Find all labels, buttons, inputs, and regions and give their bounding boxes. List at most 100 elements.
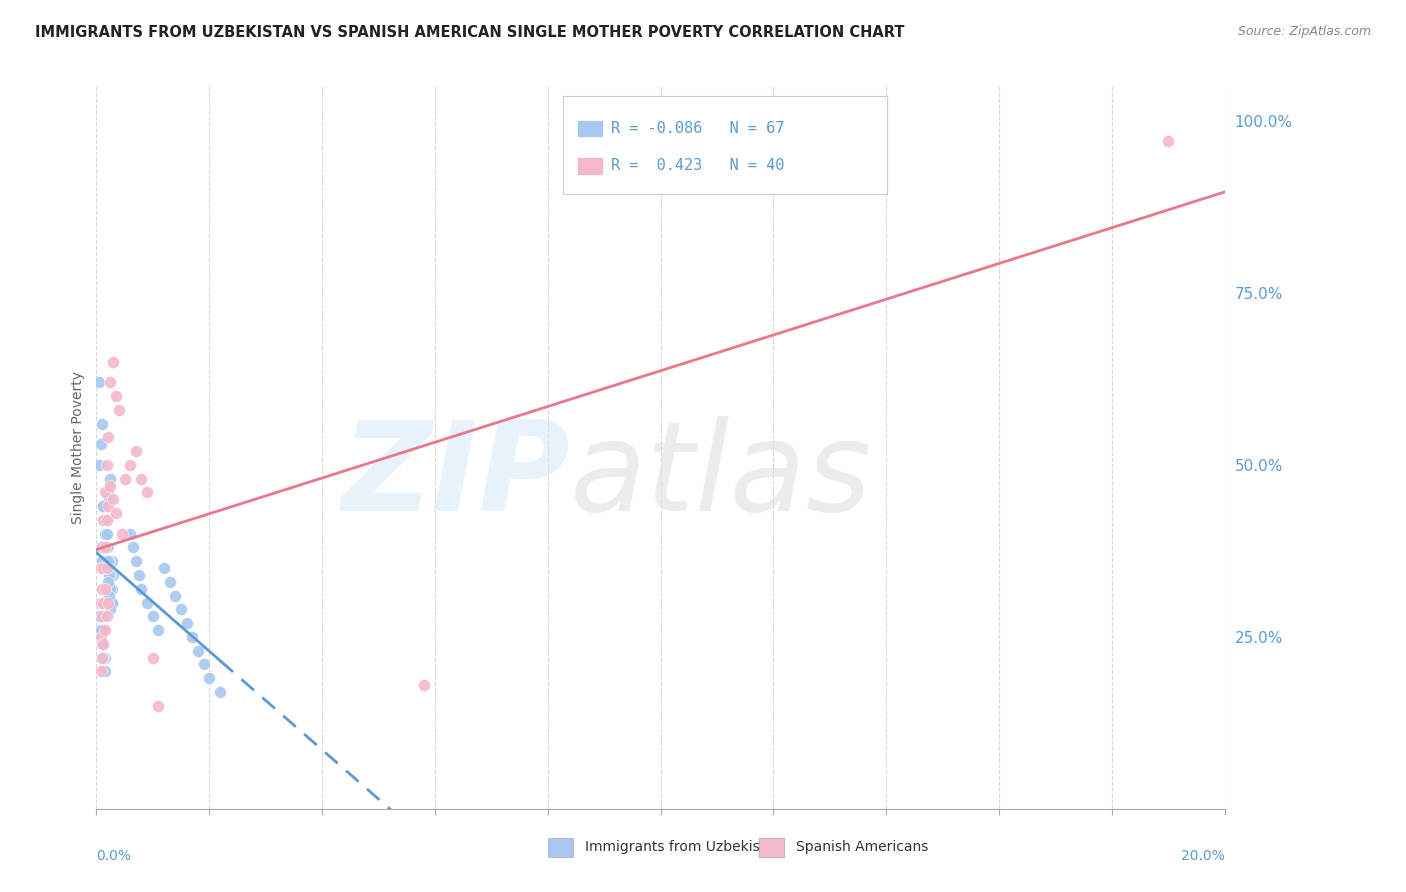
Point — [96, 609, 118, 624]
Point — [103, 568, 125, 582]
Point — [136, 485, 159, 500]
Text: 0.0%: 0.0% — [97, 849, 131, 863]
Text: Immigrants from Uzbekistan: Immigrants from Uzbekistan — [585, 840, 782, 855]
Point — [122, 541, 145, 555]
Point — [94, 623, 117, 637]
Point — [1157, 135, 1180, 149]
Point — [170, 602, 193, 616]
Point — [111, 526, 134, 541]
Point — [159, 574, 181, 589]
Text: R =  0.423   N = 40: R = 0.423 N = 40 — [612, 159, 785, 173]
Point — [165, 589, 187, 603]
Point — [89, 609, 111, 624]
Point — [97, 595, 120, 609]
Point — [94, 485, 117, 500]
Point — [96, 561, 118, 575]
Point — [94, 526, 117, 541]
Point — [91, 637, 114, 651]
Point — [412, 678, 434, 692]
Y-axis label: Single Mother Poverty: Single Mother Poverty — [72, 371, 86, 524]
Point — [101, 595, 124, 609]
Point — [91, 541, 114, 555]
Point — [96, 458, 118, 472]
Point — [89, 376, 111, 390]
Point — [193, 657, 215, 672]
Point — [136, 595, 159, 609]
Point — [91, 637, 114, 651]
Point — [94, 665, 117, 679]
Point — [131, 472, 153, 486]
Point — [96, 541, 118, 555]
Point — [96, 513, 118, 527]
Point — [148, 623, 170, 637]
Text: atlas: atlas — [571, 416, 873, 537]
Point — [89, 595, 111, 609]
Point — [198, 671, 221, 685]
Point — [120, 526, 142, 541]
Point — [103, 492, 125, 507]
Point — [100, 376, 122, 390]
Text: 20.0%: 20.0% — [1181, 849, 1225, 863]
Point — [97, 574, 120, 589]
Text: R = -0.086   N = 67: R = -0.086 N = 67 — [612, 121, 785, 136]
Point — [90, 561, 112, 575]
Point — [94, 650, 117, 665]
Point — [96, 561, 118, 575]
Point — [125, 554, 148, 568]
Point — [105, 389, 128, 403]
Point — [91, 582, 114, 596]
Point — [90, 665, 112, 679]
Point — [100, 582, 122, 596]
Point — [125, 444, 148, 458]
Point — [97, 554, 120, 568]
Point — [114, 472, 136, 486]
Point — [97, 485, 120, 500]
Point — [89, 458, 111, 472]
Point — [91, 417, 114, 431]
Point — [97, 492, 120, 507]
Point — [176, 616, 198, 631]
Point — [97, 554, 120, 568]
Point — [90, 609, 112, 624]
Point — [148, 698, 170, 713]
Point — [94, 513, 117, 527]
Point — [91, 499, 114, 513]
Point — [97, 430, 120, 444]
Point — [91, 650, 114, 665]
Point — [90, 630, 112, 644]
Point — [90, 623, 112, 637]
Point — [91, 650, 114, 665]
Point — [105, 506, 128, 520]
Point — [97, 568, 120, 582]
Point — [142, 609, 165, 624]
Point — [209, 685, 232, 699]
Point — [101, 595, 124, 609]
Point — [120, 458, 142, 472]
Point — [94, 595, 117, 609]
Point — [94, 582, 117, 596]
Point — [91, 554, 114, 568]
Point — [187, 643, 209, 657]
Point — [91, 499, 114, 513]
Text: Spanish Americans: Spanish Americans — [796, 840, 928, 855]
Point — [100, 602, 122, 616]
Point — [101, 582, 124, 596]
Point — [103, 354, 125, 368]
Point — [90, 437, 112, 451]
Point — [181, 630, 204, 644]
Point — [94, 541, 117, 555]
Point — [97, 541, 120, 555]
Point — [142, 650, 165, 665]
Point — [100, 582, 122, 596]
Point — [91, 561, 114, 575]
Point — [101, 554, 124, 568]
Point — [97, 568, 120, 582]
Point — [91, 513, 114, 527]
Point — [97, 554, 120, 568]
Point — [91, 609, 114, 624]
Point — [91, 561, 114, 575]
Point — [153, 561, 176, 575]
Point — [91, 595, 114, 609]
Point — [131, 582, 153, 596]
Point — [90, 541, 112, 555]
